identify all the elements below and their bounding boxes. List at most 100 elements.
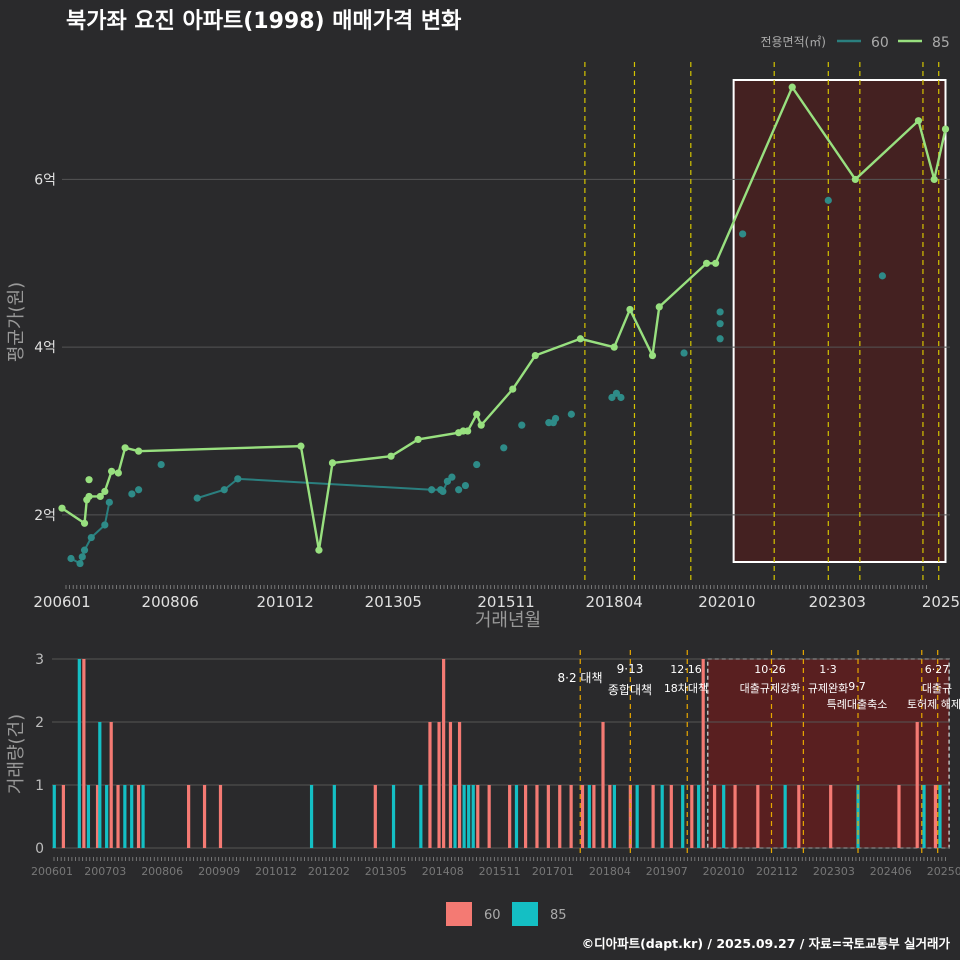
- bar-60: [797, 785, 801, 848]
- bar-60: [202, 785, 207, 848]
- series-60-point: [220, 486, 228, 494]
- series-85-point: [328, 459, 337, 467]
- series-60-point: [128, 490, 136, 498]
- bar-60: [592, 785, 596, 848]
- bar-60: [116, 785, 120, 848]
- bar-60: [82, 659, 86, 848]
- series-60-point: [551, 414, 560, 423]
- series-60-point: [612, 389, 621, 397]
- bar-85: [467, 785, 471, 848]
- policy-annotation: 18차대책: [664, 682, 708, 695]
- bar-60: [546, 785, 550, 848]
- legend-bottom-85-label: 85: [550, 908, 567, 923]
- bar-60: [508, 785, 512, 848]
- bar-85: [697, 785, 701, 848]
- series-85-point: [387, 452, 395, 460]
- bar-85: [309, 785, 314, 848]
- bar-60: [829, 785, 833, 848]
- series-60-point: [461, 481, 470, 490]
- series-60-point: [567, 410, 575, 418]
- series-85-point: [930, 175, 938, 184]
- bar-60: [109, 722, 113, 848]
- policy-annotation: 대출규: [922, 682, 952, 695]
- policy-annotation: 9·7: [848, 680, 866, 693]
- series-60-point: [135, 486, 143, 494]
- highlight-region: [732, 79, 947, 563]
- x-tick-label: 201305: [365, 593, 422, 611]
- bar-y-axis-title: 거래량(건): [6, 714, 27, 794]
- bar-x-tick-label: 202509: [927, 865, 960, 878]
- bar-85: [419, 785, 423, 848]
- footer-credit: ©디아파트(dapt.kr) / 2025.09.27 / 자료=국토교통부 실…: [582, 936, 951, 951]
- x-tick-label: 200601: [33, 593, 90, 611]
- policy-annotation: 12·16: [670, 663, 702, 676]
- bar-x-tick-label: 201202: [308, 865, 350, 878]
- series-85-point: [85, 476, 93, 484]
- bar-85: [141, 785, 145, 848]
- x-tick-label: 2025: [922, 593, 960, 611]
- series-85-point: [464, 427, 472, 435]
- bar-highlight-region: [706, 658, 950, 849]
- x-tick-label: 201012: [256, 593, 313, 611]
- bar-60: [448, 722, 453, 848]
- y-tick-label: 6억: [34, 172, 56, 188]
- series-85-point: [648, 351, 657, 360]
- bar-60: [218, 785, 223, 848]
- series-85-point: [610, 343, 618, 351]
- bar-85: [660, 785, 664, 848]
- policy-annotation: 대출규제강화: [740, 682, 801, 695]
- x-tick-label: 201511: [477, 593, 534, 611]
- bar-85: [123, 785, 127, 848]
- bar-x-tick-label: 200806: [141, 865, 183, 878]
- series-85-point: [96, 492, 104, 501]
- bar-60: [373, 785, 377, 848]
- policy-annotation: 규제완화: [808, 682, 848, 695]
- series-60-point: [78, 553, 86, 561]
- series-60-point: [428, 486, 436, 494]
- series-85-point: [473, 410, 481, 418]
- policy-annotation: 특례대출축소: [827, 698, 888, 711]
- chart-title: 북가좌 요진 아파트(1998) 매매가격 변화: [66, 9, 461, 34]
- x-axis-title: 거래년월: [475, 610, 541, 631]
- bar-x-tick-label: 201511: [479, 865, 521, 878]
- bar-x-tick-label: 201408: [422, 865, 464, 878]
- bar-60: [915, 722, 919, 848]
- series-85-point: [941, 125, 950, 133]
- bar-60: [933, 785, 938, 848]
- series-60-point: [101, 521, 109, 529]
- series-85-point: [121, 444, 129, 452]
- y-tick-label: 2억: [34, 508, 56, 524]
- bar-x-tick-label: 201305: [365, 865, 407, 878]
- legend-60-label: 60: [871, 35, 889, 51]
- series-60-point: [518, 421, 526, 429]
- bar-85: [635, 785, 639, 848]
- bar-x-tick-label: 200601: [31, 865, 73, 878]
- bar-85: [52, 785, 56, 848]
- series-60-point: [448, 473, 456, 481]
- series-85-point: [788, 83, 796, 91]
- bar-85: [938, 785, 942, 848]
- bar-60: [608, 785, 612, 848]
- policy-annotation: 6·27: [925, 663, 950, 676]
- bar-60: [457, 722, 462, 848]
- bar-85: [453, 785, 457, 848]
- y-tick-label: 4억: [34, 340, 56, 356]
- series-60-point: [87, 533, 95, 542]
- bar-85: [332, 785, 336, 848]
- x-tick-label: 202010: [698, 593, 755, 611]
- series-85-point: [107, 467, 116, 475]
- series-60-point: [608, 393, 616, 402]
- bar-85: [587, 785, 591, 848]
- series-85-point: [114, 469, 122, 477]
- bar-60: [535, 785, 539, 848]
- bar-60: [95, 785, 100, 848]
- series-85-point: [297, 442, 305, 450]
- series-60-segment: [70, 502, 111, 566]
- bar-85: [77, 659, 81, 848]
- legend-title: 전용면적(㎡): [760, 35, 826, 49]
- bar-x-tick-label: 201701: [532, 865, 574, 878]
- bar-60: [136, 785, 141, 848]
- series-85-point: [135, 447, 143, 455]
- bar-x-tick-label: 200703: [84, 865, 126, 878]
- series-85-point: [655, 303, 663, 311]
